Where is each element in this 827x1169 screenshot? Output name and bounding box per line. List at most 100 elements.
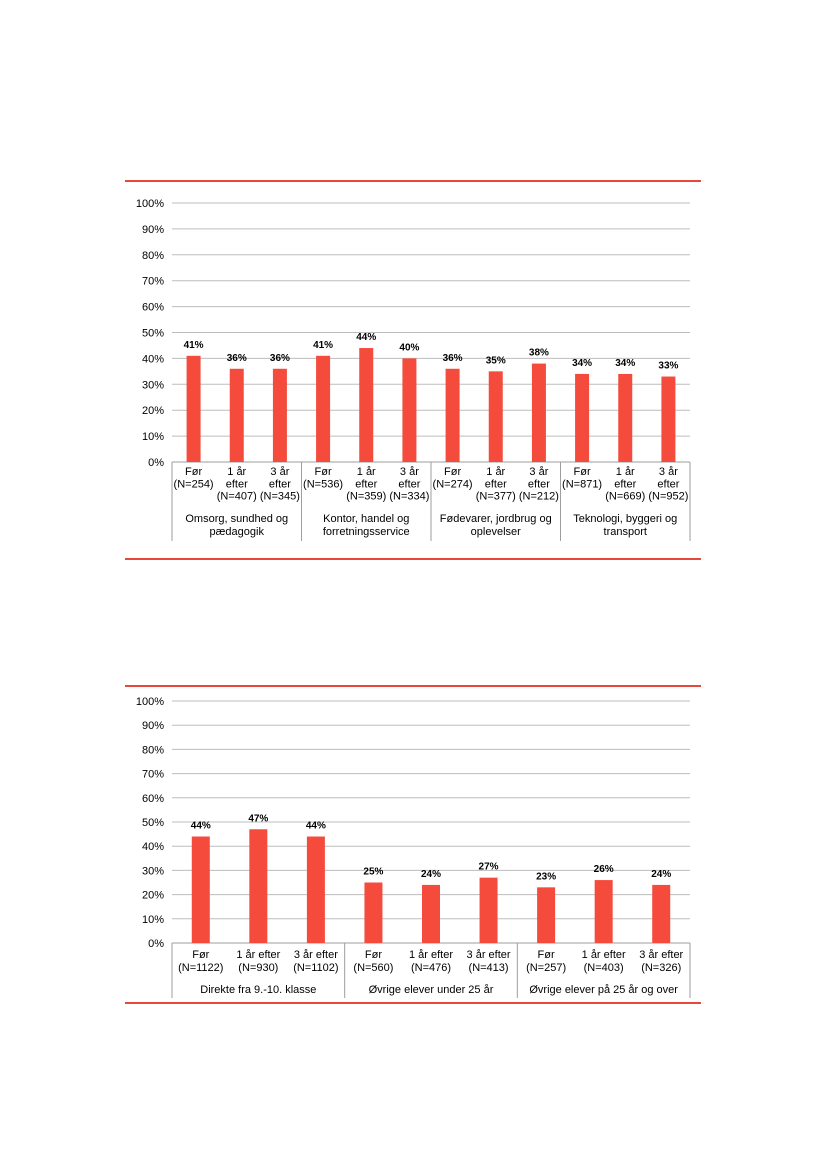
y-tick-label: 40% [142, 353, 164, 365]
x-tick-label: 3 år [659, 466, 678, 478]
group-label: pædagogik [210, 526, 265, 538]
data-label: 24% [651, 869, 671, 880]
bar [191, 836, 210, 943]
x-tick-label: 3 år efter [294, 949, 338, 961]
data-label: 25% [363, 867, 383, 878]
data-label: 44% [306, 821, 326, 832]
bar [661, 376, 676, 462]
bar [249, 829, 268, 943]
data-label: 27% [479, 862, 499, 873]
y-tick-label: 50% [142, 817, 164, 829]
x-tick-label: efter [657, 478, 679, 490]
x-tick-label: (N=930) [238, 962, 278, 974]
x-tick-label: 3 år efter [467, 949, 511, 961]
y-tick-label: 0% [148, 457, 164, 469]
y-tick-label: 20% [142, 890, 164, 902]
x-tick-label: 1 år efter [409, 949, 453, 961]
x-tick-label: (N=359) [346, 491, 386, 503]
y-tick-label: 80% [142, 250, 164, 262]
x-tick-label: Før [185, 466, 202, 478]
data-label: 44% [191, 821, 211, 832]
bar [537, 887, 556, 943]
group-label: Teknologi, byggeri og [573, 513, 677, 525]
y-tick-label: 30% [142, 379, 164, 391]
y-tick-label: 0% [148, 938, 164, 950]
group-label: Øvrige elever på 25 år og over [529, 984, 678, 996]
bar [402, 358, 417, 462]
bar [531, 363, 546, 462]
x-tick-label: (N=1102) [293, 962, 338, 974]
x-tick-label: 3 år efter [639, 949, 683, 961]
bar [479, 877, 498, 943]
group-label: Kontor, handel og [323, 513, 409, 525]
x-tick-label: (N=334) [389, 491, 429, 503]
data-label: 33% [658, 361, 678, 372]
x-tick-label: (N=413) [469, 962, 509, 974]
y-tick-label: 10% [142, 914, 164, 926]
y-tick-label: 90% [142, 720, 164, 732]
y-tick-label: 70% [142, 276, 164, 288]
bar [186, 355, 201, 462]
x-tick-label: 1 år [227, 466, 246, 478]
x-tick-label: (N=377) [476, 491, 516, 503]
x-tick-label: 3 år [270, 466, 289, 478]
x-tick-label: efter [485, 478, 507, 490]
y-tick-label: 40% [142, 841, 164, 853]
bar [229, 368, 244, 462]
x-tick-label: (N=560) [353, 962, 393, 974]
x-tick-label: efter [226, 478, 248, 490]
data-label: 41% [313, 340, 333, 351]
bar [652, 884, 671, 943]
bar [316, 355, 331, 462]
x-tick-label: efter [398, 478, 420, 490]
y-tick-label: 90% [142, 224, 164, 236]
group-label: Direkte fra 9.-10. klasse [200, 984, 316, 996]
x-tick-label: Før [444, 466, 461, 478]
x-tick-label: efter [614, 478, 636, 490]
x-tick-label: (N=274) [433, 478, 473, 490]
bar [618, 373, 633, 462]
data-label: 41% [184, 340, 204, 351]
x-tick-label: (N=257) [526, 962, 566, 974]
x-tick-label: efter [269, 478, 291, 490]
bar [359, 348, 374, 462]
x-tick-label: 1 år [486, 466, 505, 478]
bar [306, 836, 325, 943]
top-rule [125, 180, 701, 182]
data-label: 44% [356, 332, 376, 343]
data-label: 38% [529, 348, 549, 359]
x-tick-label: 1 år [616, 466, 635, 478]
x-tick-label: efter [528, 478, 550, 490]
data-label: 34% [615, 358, 635, 369]
y-tick-label: 100% [136, 198, 164, 210]
x-tick-label: Før [574, 466, 591, 478]
data-label: 35% [486, 355, 506, 366]
x-tick-label: Før [365, 949, 382, 961]
bottom-rule [125, 558, 701, 560]
group-label: Øvrige elever under 25 år [369, 984, 494, 996]
bar [575, 373, 590, 462]
x-tick-label: efter [355, 478, 377, 490]
x-tick-label: (N=254) [174, 478, 214, 490]
data-label: 40% [399, 342, 419, 353]
data-label: 26% [594, 864, 614, 875]
x-tick-label: (N=952) [648, 491, 688, 503]
y-tick-label: 100% [136, 696, 164, 708]
y-tick-label: 50% [142, 328, 164, 340]
bar [445, 368, 460, 462]
group-label: Omsorg, sundhed og [185, 513, 288, 525]
x-tick-label: Før [192, 949, 209, 961]
bar [272, 368, 287, 462]
y-tick-label: 60% [142, 793, 164, 805]
group-label: transport [604, 526, 647, 538]
bar [488, 371, 503, 462]
x-tick-label: (N=212) [519, 491, 559, 503]
y-tick-label: 10% [142, 431, 164, 443]
bar [422, 884, 440, 943]
group-label: oplevelser [471, 526, 521, 538]
x-tick-label: Før [315, 466, 332, 478]
y-tick-label: 30% [142, 865, 164, 877]
y-tick-label: 20% [142, 405, 164, 417]
group-label: forretningsservice [323, 526, 410, 538]
